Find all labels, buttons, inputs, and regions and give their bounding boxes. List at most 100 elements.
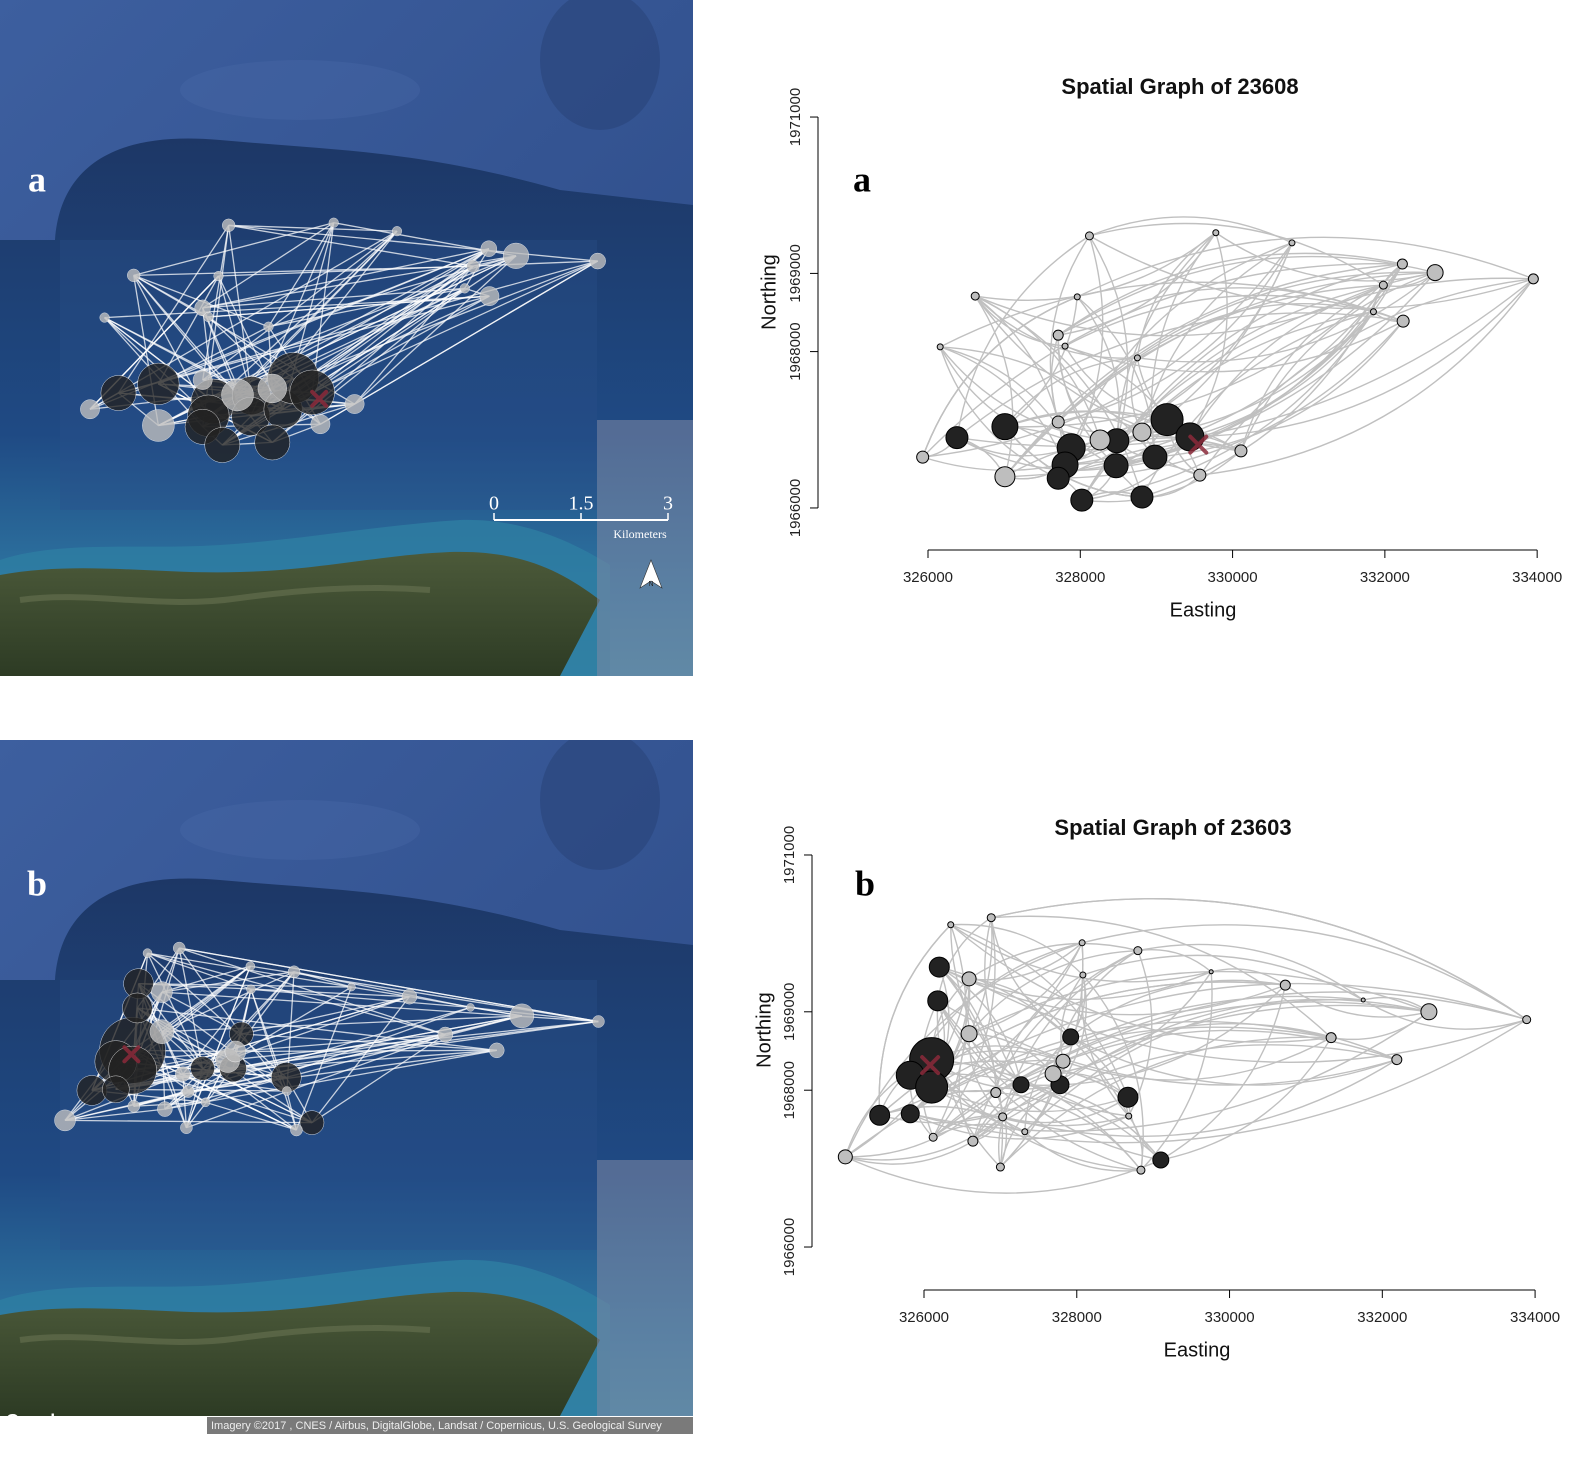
edge	[938, 966, 1022, 1085]
node	[1044, 1065, 1062, 1083]
node	[1021, 1128, 1029, 1136]
map-edge	[268, 287, 465, 328]
map-node	[391, 226, 403, 237]
edge	[909, 1020, 1332, 1115]
edge	[1024, 1131, 1142, 1172]
map-node	[172, 941, 186, 955]
edge	[1057, 335, 1117, 467]
node	[1062, 1028, 1080, 1046]
node	[928, 956, 950, 978]
node	[1012, 1076, 1030, 1094]
edge	[969, 1033, 1054, 1075]
map-node	[180, 1121, 193, 1134]
map-edge	[104, 317, 214, 402]
edge	[844, 942, 1083, 1158]
node	[916, 450, 930, 464]
edge	[1160, 1037, 1332, 1161]
map-node	[190, 1056, 215, 1081]
edge	[1076, 236, 1534, 298]
edge	[968, 942, 1083, 1035]
node	[1212, 229, 1220, 237]
x-tick-label: 326000	[899, 1309, 949, 1326]
edge	[972, 1073, 1054, 1142]
map-edge	[164, 1049, 497, 1110]
map-node	[102, 1075, 130, 1104]
map-node	[127, 268, 141, 283]
nodes	[916, 229, 1539, 512]
node	[1142, 444, 1168, 470]
node	[970, 291, 980, 301]
map-node	[480, 240, 498, 257]
map-edge	[311, 222, 335, 393]
edge	[879, 942, 1083, 1116]
node	[1360, 997, 1366, 1003]
y-tick-label: 1966000	[781, 1218, 798, 1276]
node	[1079, 971, 1087, 979]
edge	[932, 1123, 1026, 1138]
node	[1522, 1015, 1532, 1025]
x-tick-label: 334000	[1510, 1309, 1560, 1326]
edge	[1064, 294, 1404, 347]
map-node	[157, 1101, 173, 1117]
edge	[1057, 287, 1374, 336]
attribution: Imagery ©2017 , CNES / Airbus, DigitalGl…	[211, 1420, 662, 1432]
x-tick-label: 332000	[1360, 569, 1410, 586]
node	[960, 1025, 978, 1043]
map-edge	[267, 222, 335, 328]
edge	[939, 346, 1066, 466]
map-edge	[311, 1033, 446, 1124]
edge	[931, 1058, 1142, 1171]
edge	[974, 295, 1066, 347]
edge	[1081, 974, 1130, 1117]
map-node	[466, 259, 480, 273]
node	[1046, 466, 1070, 490]
map-start-marker-stroke	[122, 1045, 141, 1064]
edge	[845, 1140, 974, 1165]
map-node	[290, 1123, 303, 1137]
map-node	[175, 1066, 191, 1082]
google-logo: Google	[6, 1410, 65, 1429]
edge	[879, 1084, 1061, 1124]
edge	[984, 917, 1022, 1086]
node	[837, 1149, 853, 1165]
map-node	[100, 375, 137, 411]
north-label: N	[648, 581, 653, 588]
scale-label: 3	[663, 493, 673, 515]
edge	[1058, 242, 1293, 423]
edge	[995, 1092, 1008, 1168]
map-edge	[293, 971, 471, 1009]
map-edge	[202, 287, 465, 309]
node	[986, 913, 996, 923]
map-node	[204, 427, 241, 463]
start-marker	[920, 1055, 941, 1076]
map-edge	[354, 255, 517, 405]
map-node	[80, 399, 100, 420]
edge	[1240, 284, 1384, 452]
edge	[990, 917, 1072, 1038]
map-edge	[202, 222, 335, 309]
edge	[1062, 1023, 1398, 1062]
map-node	[54, 1109, 76, 1132]
edge	[1064, 320, 1404, 373]
map-node	[263, 321, 274, 332]
edge	[1137, 943, 1364, 1001]
node	[1150, 403, 1184, 437]
map-edge	[179, 947, 446, 1036]
edge	[1081, 450, 1242, 503]
node	[900, 1104, 920, 1124]
x-tick-label: 330000	[1208, 569, 1258, 586]
edge	[972, 1044, 1397, 1142]
edge	[968, 949, 1138, 1035]
edge	[910, 1019, 1528, 1144]
edge	[1060, 974, 1084, 1062]
edge	[950, 923, 1084, 976]
map-node	[224, 1040, 247, 1063]
map-node	[221, 218, 236, 232]
x-tick-label: 330000	[1205, 1309, 1255, 1326]
edge	[968, 942, 1083, 981]
map-node	[127, 1100, 141, 1113]
edge	[1024, 1036, 1072, 1132]
map-edge	[227, 986, 352, 1062]
map-edge	[228, 224, 474, 267]
